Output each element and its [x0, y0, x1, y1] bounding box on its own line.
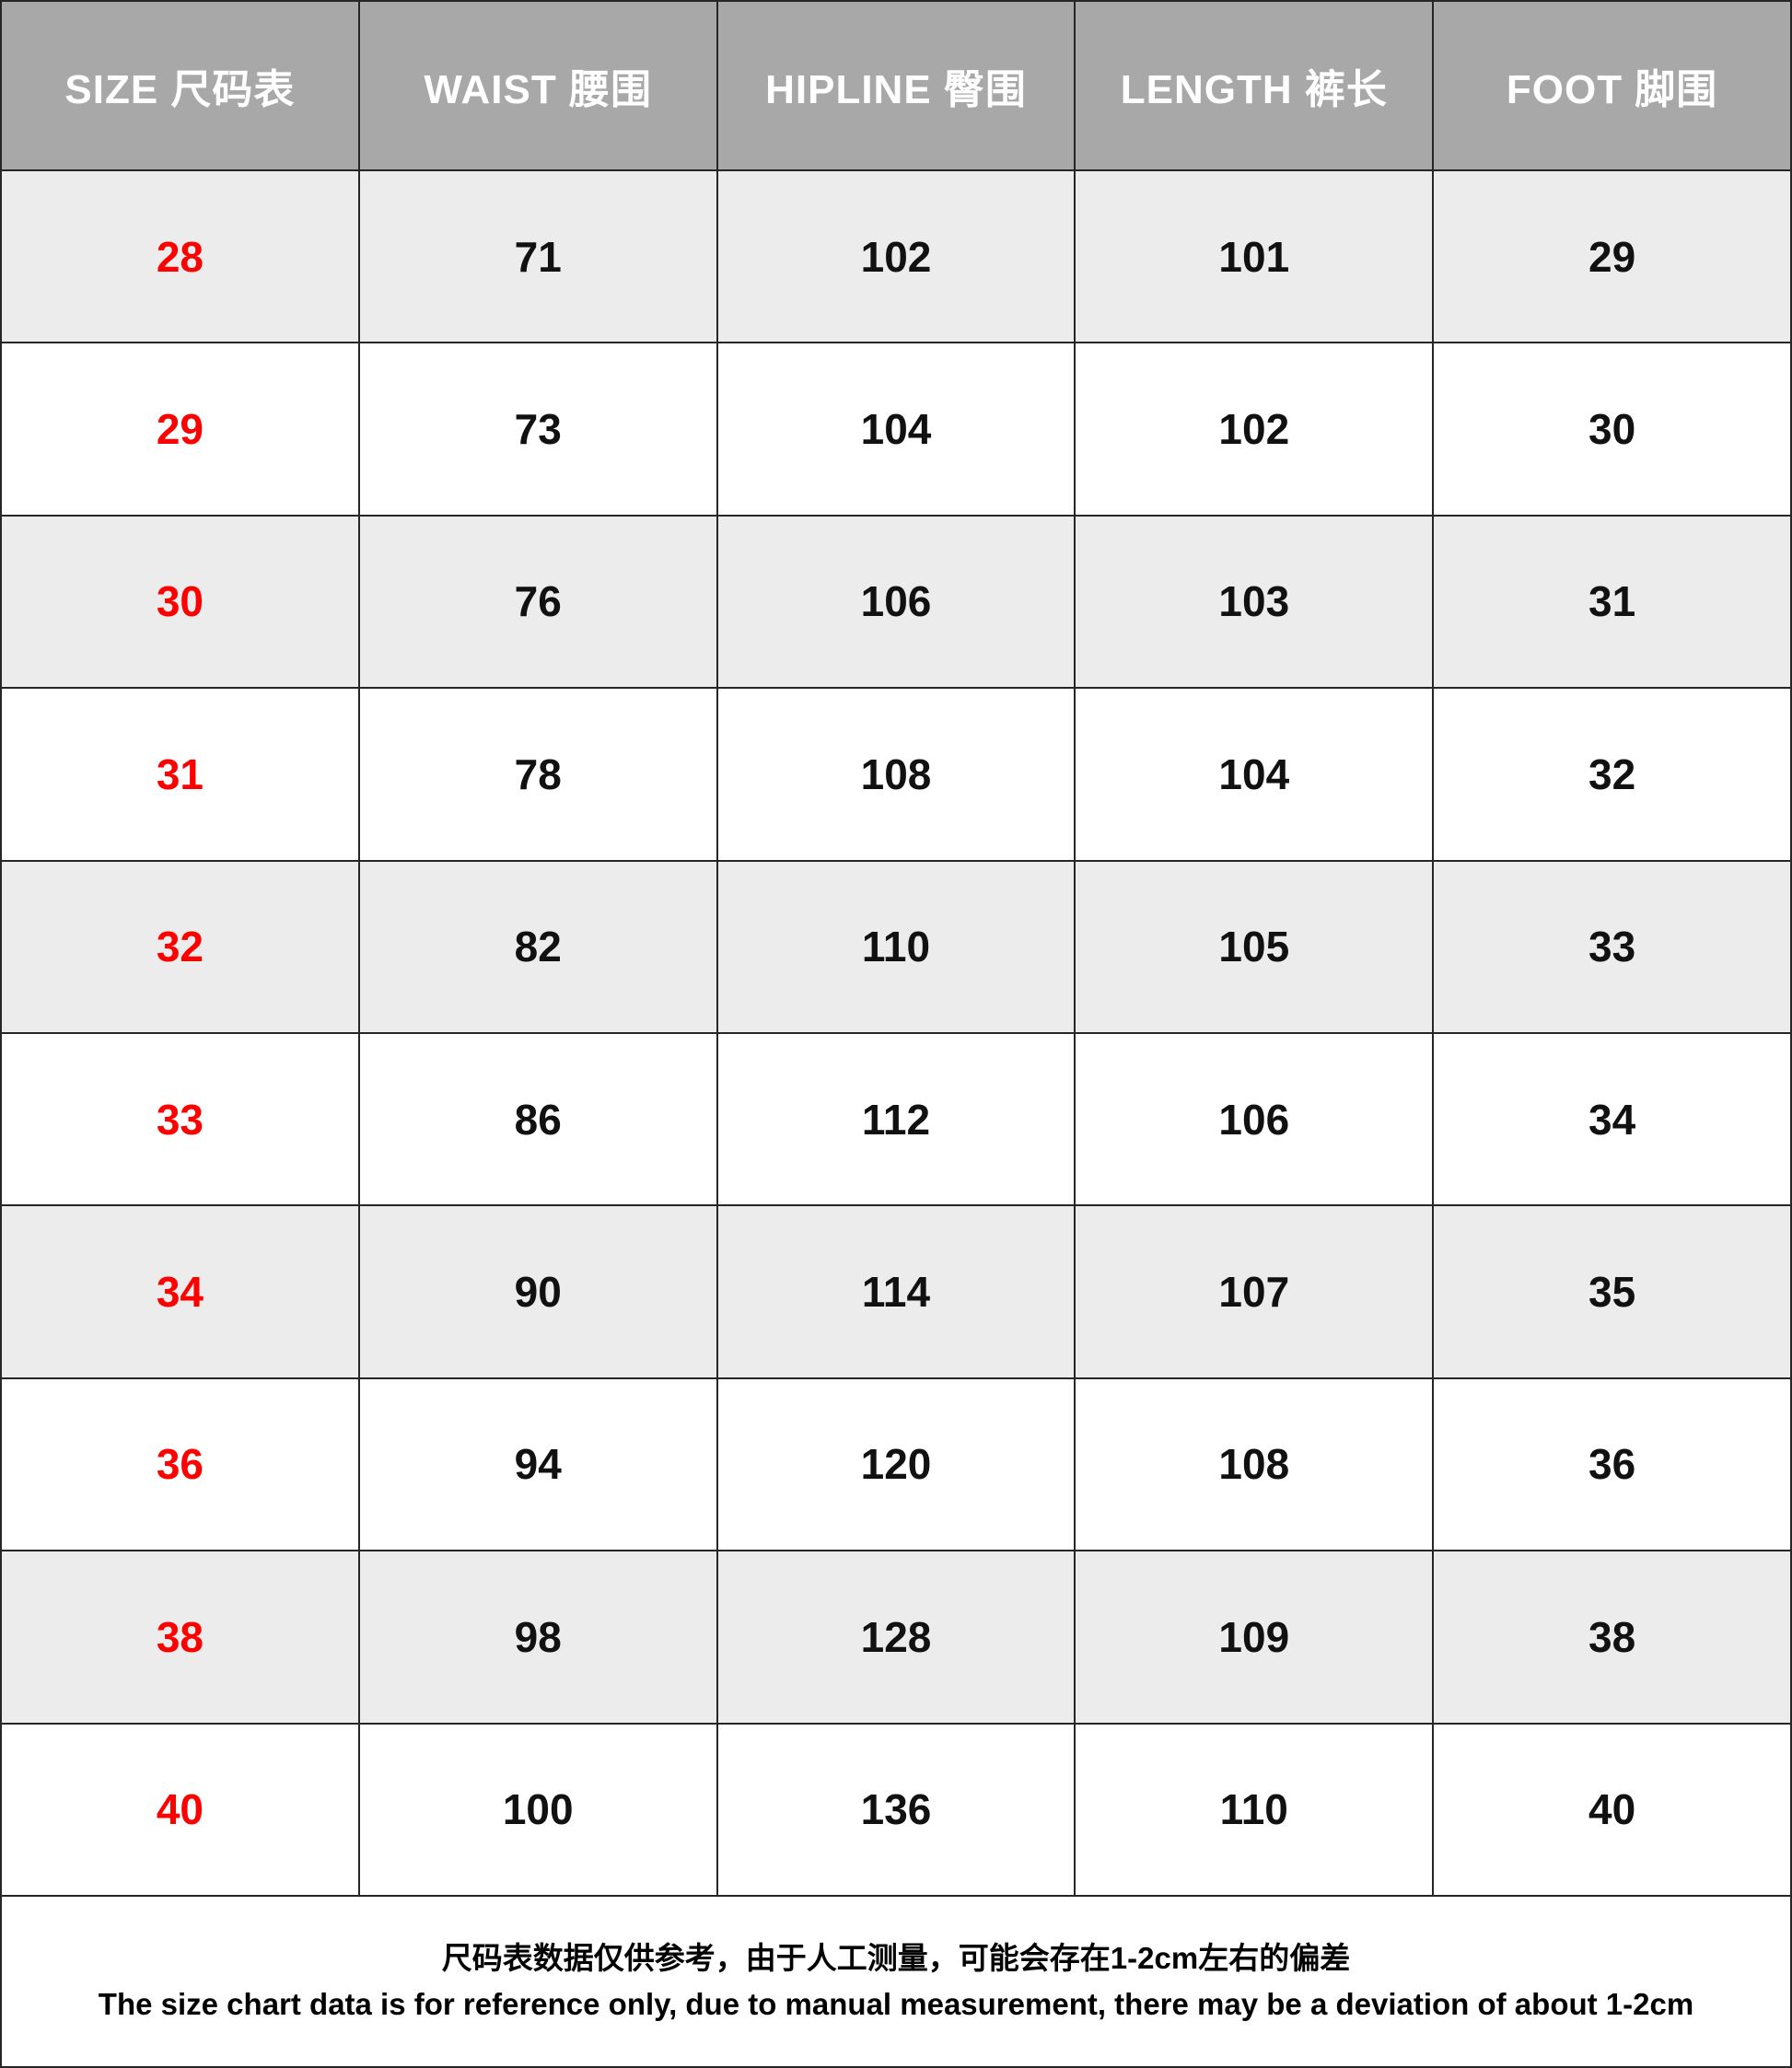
disclaimer-note: 尺码表数据仅供参考，由于人工测量，可能会存在1-2cm左右的偏差 The siz…: [0, 1895, 1792, 2068]
length-cell: 108: [1074, 1377, 1435, 1552]
size-cell: 31: [0, 687, 360, 862]
disclaimer-note-zh: 尺码表数据仅供参考，由于人工测量，可能会存在1-2cm左右的偏差: [441, 1941, 1351, 1975]
hipline-cell: 112: [716, 1031, 1076, 1207]
waist-cell: 78: [357, 687, 718, 862]
table-row: 32 82 110 105 33: [0, 859, 1792, 1034]
table-row: 30 76 106 103 31: [0, 514, 1792, 690]
size-cell: 30: [0, 514, 360, 690]
length-cell: 106: [1074, 1031, 1435, 1207]
column-header-hipline: HIPLINE 臀围: [716, 0, 1076, 171]
size-cell: 40: [0, 1722, 360, 1898]
length-cell: 109: [1074, 1550, 1435, 1725]
column-header-foot: FOOT 脚围: [1432, 0, 1792, 171]
table-row: 33 86 112 106 34: [0, 1031, 1792, 1207]
table-row: 28 71 102 101 29: [0, 168, 1792, 344]
foot-cell: 36: [1432, 1377, 1792, 1552]
length-cell: 101: [1074, 168, 1435, 344]
column-header-size: SIZE 尺码表: [0, 0, 360, 171]
footer-row: 尺码表数据仅供参考，由于人工测量，可能会存在1-2cm左右的偏差 The siz…: [0, 1895, 1792, 2068]
hipline-cell: 102: [716, 168, 1076, 344]
hipline-cell: 136: [716, 1722, 1076, 1898]
waist-cell: 73: [357, 342, 718, 517]
table-row: 38 98 128 109 38: [0, 1550, 1792, 1725]
foot-cell: 40: [1432, 1722, 1792, 1898]
hipline-cell: 128: [716, 1550, 1076, 1725]
hipline-cell: 104: [716, 342, 1076, 517]
column-header-waist: WAIST 腰围: [357, 0, 718, 171]
hipline-cell: 120: [716, 1377, 1076, 1552]
length-cell: 102: [1074, 342, 1435, 517]
waist-cell: 100: [357, 1722, 718, 1898]
hipline-cell: 108: [716, 687, 1076, 862]
table-row: 29 73 104 102 30: [0, 342, 1792, 517]
foot-cell: 38: [1432, 1550, 1792, 1725]
hipline-cell: 114: [716, 1204, 1076, 1379]
hipline-cell: 106: [716, 514, 1076, 690]
disclaimer-note-en: The size chart data is for reference onl…: [98, 1987, 1694, 2021]
waist-cell: 86: [357, 1031, 718, 1207]
waist-cell: 76: [357, 514, 718, 690]
foot-cell: 30: [1432, 342, 1792, 517]
table-row: 36 94 120 108 36: [0, 1377, 1792, 1552]
table-row: 40 100 136 110 40: [0, 1722, 1792, 1898]
column-header-length: LENGTH 裤长: [1074, 0, 1435, 171]
length-cell: 107: [1074, 1204, 1435, 1379]
table-row: 31 78 108 104 32: [0, 687, 1792, 862]
foot-cell: 33: [1432, 859, 1792, 1034]
waist-cell: 82: [357, 859, 718, 1034]
waist-cell: 90: [357, 1204, 718, 1379]
size-cell: 33: [0, 1031, 360, 1207]
size-cell: 32: [0, 859, 360, 1034]
length-cell: 104: [1074, 687, 1435, 862]
length-cell: 103: [1074, 514, 1435, 690]
foot-cell: 29: [1432, 168, 1792, 344]
size-cell: 28: [0, 168, 360, 344]
size-cell: 29: [0, 342, 360, 517]
table-row: 34 90 114 107 35: [0, 1204, 1792, 1379]
waist-cell: 94: [357, 1377, 718, 1552]
foot-cell: 35: [1432, 1204, 1792, 1379]
hipline-cell: 110: [716, 859, 1076, 1034]
size-cell: 36: [0, 1377, 360, 1552]
waist-cell: 71: [357, 168, 718, 344]
foot-cell: 32: [1432, 687, 1792, 862]
size-cell: 38: [0, 1550, 360, 1725]
waist-cell: 98: [357, 1550, 718, 1725]
size-cell: 34: [0, 1204, 360, 1379]
length-cell: 105: [1074, 859, 1435, 1034]
length-cell: 110: [1074, 1722, 1435, 1898]
table-header-row: SIZE 尺码表 WAIST 腰围 HIPLINE 臀围 LENGTH 裤长 F…: [0, 0, 1792, 171]
foot-cell: 31: [1432, 514, 1792, 690]
foot-cell: 34: [1432, 1031, 1792, 1207]
